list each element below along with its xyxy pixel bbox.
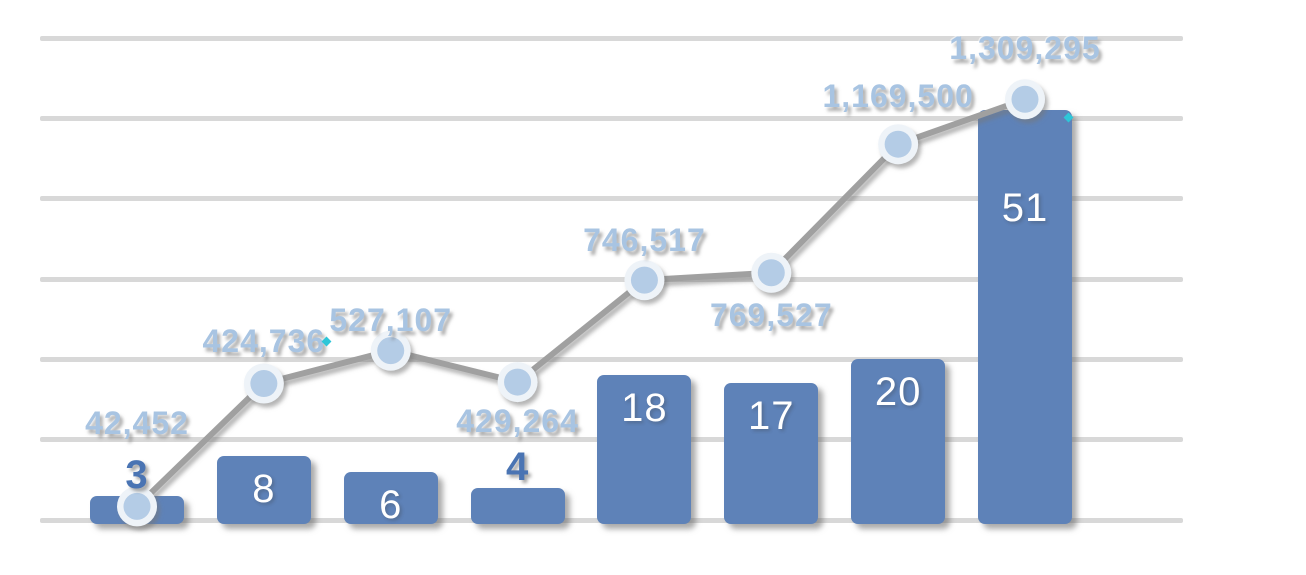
bar-value-label: 3 (125, 452, 149, 497)
bar-value-label: 4 (505, 444, 530, 489)
line-marker-core (1011, 85, 1039, 113)
gridline (40, 35, 1183, 41)
line-value-label: 769,527 (709, 296, 833, 333)
line-value-label: 1,169,500 (822, 78, 974, 115)
line-value-label: 1,309,295 (949, 30, 1101, 67)
line-marker-core (250, 370, 278, 398)
gridline (40, 196, 1183, 202)
line-value-label: 746,517 (583, 222, 706, 259)
bar-value-label: 18 (621, 386, 668, 431)
line-value-label: 429,264 (456, 403, 579, 440)
line-value-label: 527,107 (329, 301, 453, 338)
line-marker-core (630, 266, 658, 294)
trend-line (134, 96, 1027, 509)
gridline (40, 115, 1183, 121)
bar-value-label: 6 (379, 482, 403, 527)
line-value-label: 42,452 (85, 405, 189, 442)
line-value-label: 424,736 (202, 322, 326, 359)
bar (343, 471, 438, 524)
bar-value-label: 17 (748, 394, 795, 439)
line-marker-core (123, 492, 151, 520)
line-marker-core (504, 368, 532, 396)
line-marker-core (884, 130, 912, 158)
line-marker-core (757, 259, 785, 287)
gridline (40, 356, 1183, 362)
bar (977, 110, 1072, 524)
bar-value-label: 20 (874, 370, 922, 415)
bar (216, 455, 311, 524)
bar (724, 383, 819, 524)
bar (597, 375, 692, 524)
bar (470, 487, 565, 524)
bar-value-label: 51 (1001, 186, 1049, 231)
bar (851, 359, 946, 524)
line-marker-core (377, 337, 405, 365)
gridline (40, 276, 1183, 282)
bar-value-label: 8 (252, 466, 276, 511)
